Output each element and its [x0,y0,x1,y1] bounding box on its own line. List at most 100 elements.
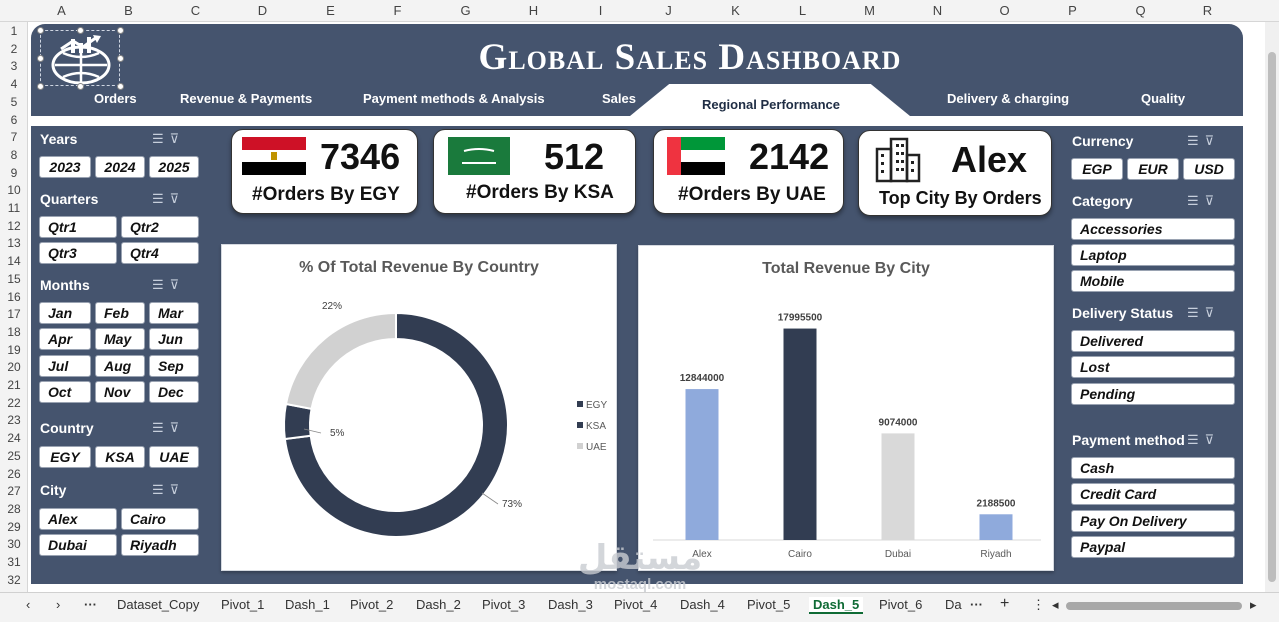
kpi-card-egy[interactable]: 7346 #Orders By EGY [231,129,418,214]
slicer-category-mobile[interactable]: Mobile [1071,270,1235,292]
slicer-delivery-lost[interactable]: Lost [1071,356,1235,378]
column-header[interactable]: A [57,3,66,18]
slicer-currency-egp[interactable]: EGP [1071,158,1123,180]
row-header[interactable]: 1 [10,24,18,38]
add-sheet-icon[interactable]: + [1000,595,1010,612]
row-header[interactable]: 24 [7,431,21,446]
slicer-category-laptop[interactable]: Laptop [1071,244,1235,266]
column-header[interactable]: R [1202,3,1213,18]
multiselect-filter-icons[interactable]: ☰⊽ [1187,432,1221,447]
slicer-month-jul[interactable]: Jul [39,354,91,377]
hscroll-right-icon[interactable]: ▸ [1250,597,1257,612]
slicer-delivery-delivered[interactable]: Delivered [1071,330,1235,352]
row-header[interactable]: 19 [7,342,21,357]
row-header[interactable]: 22 [7,395,21,410]
column-header[interactable]: K [731,3,740,18]
slicer-month-apr[interactable]: Apr [39,328,91,351]
multiselect-filter-icons[interactable]: ☰⊽ [152,277,186,292]
slicer-country-ksa[interactable]: KSA [95,446,145,468]
slicer-city-dubai[interactable]: Dubai [39,534,117,556]
nav-payment-methods[interactable]: Payment methods & Analysis [363,91,545,106]
nav-orders[interactable]: Orders [94,91,137,106]
more-sheets-icon[interactable]: ··· [84,597,97,612]
donut-slice-ksa[interactable] [283,402,313,441]
slicer-currency-eur[interactable]: EUR [1127,158,1179,180]
more-sheets-right-icon[interactable]: ··· [970,597,983,612]
bar-alex[interactable] [685,389,719,540]
row-header[interactable]: 11 [7,201,21,215]
row-header[interactable]: 20 [7,360,21,375]
multiselect-filter-icons[interactable]: ☰⊽ [152,191,186,206]
hscroll-left-icon[interactable]: ◂ [1052,597,1059,612]
slicer-country-uae[interactable]: UAE [149,446,199,468]
sheet-tab[interactable]: Dash_5 [809,597,864,614]
sheet-tab[interactable]: Dash_2 [416,597,461,612]
next-sheet-icon[interactable]: › [56,597,61,612]
row-header[interactable]: 10 [7,183,21,198]
row-header[interactable]: 5 [10,94,18,109]
column-header[interactable]: F [393,3,402,18]
column-header[interactable]: O [999,3,1010,18]
slicer-year-2024[interactable]: 2024 [95,156,145,178]
column-header[interactable]: L [798,3,807,18]
slicer-month-oct[interactable]: Oct [39,380,91,403]
nav-regional-performance[interactable]: Regional Performance [702,97,840,112]
slicer-city-riyadh[interactable]: Riyadh [121,534,199,556]
slicer-payment-credit-card[interactable]: Credit Card [1071,483,1235,505]
column-header[interactable]: G [460,3,471,18]
sheet-tab[interactable]: Pivot_2 [350,597,394,612]
prev-sheet-icon[interactable]: ‹ [26,597,31,612]
slicer-month-feb[interactable]: Feb [95,302,145,324]
slicer-category-accessories[interactable]: Accessories [1071,218,1235,240]
nav-quality[interactable]: Quality [1141,91,1186,106]
column-header[interactable]: N [932,3,943,18]
slicer-payment-pay-on-delivery[interactable]: Pay On Delivery [1071,510,1235,532]
slicer-delivery-pending[interactable]: Pending [1071,383,1235,405]
row-header[interactable]: 32 [7,572,21,587]
sheet-tab[interactable]: Dash_3 [548,597,593,612]
slicer-country-egy[interactable]: EGY [39,446,91,468]
column-header[interactable]: J [665,3,672,18]
row-header[interactable]: 3 [10,59,18,74]
vertical-scrollbar[interactable] [1265,22,1279,592]
row-header[interactable]: 31 [7,555,21,569]
row-header[interactable]: 13 [7,236,21,251]
sheet-tab[interactable]: Dash_4 [680,597,725,612]
slicer-city-alex[interactable]: Alex [39,508,117,530]
row-header[interactable]: 21 [7,378,21,392]
scroll-thumb[interactable] [1268,52,1276,582]
slicer-month-mar[interactable]: Mar [149,302,199,324]
multiselect-filter-icons[interactable]: ☰⊽ [152,131,186,146]
row-header[interactable]: 7 [10,130,18,145]
nav-sales[interactable]: Sales [602,91,636,106]
slicer-qtr2[interactable]: Qtr2 [121,216,199,238]
row-header[interactable]: 16 [7,289,21,304]
row-header[interactable]: 18 [7,324,21,339]
row-header[interactable]: 8 [10,147,18,162]
kpi-card-uae[interactable]: 2142 #Orders By UAE [653,129,844,214]
slicer-month-may[interactable]: May [95,328,145,351]
bar-cairo[interactable] [783,328,817,540]
slicer-month-dec[interactable]: Dec [149,380,199,403]
logo[interactable] [37,27,124,90]
multiselect-filter-icons[interactable]: ☰⊽ [1187,193,1221,208]
column-header[interactable]: E [326,3,335,18]
sheet-tab[interactable]: Pivot_6 [879,597,923,612]
slicer-qtr4[interactable]: Qtr4 [121,242,199,264]
slicer-payment-cash[interactable]: Cash [1071,457,1235,479]
row-header[interactable]: 28 [7,501,21,516]
multiselect-filter-icons[interactable]: ☰⊽ [152,482,186,497]
bar-dubai[interactable] [881,433,915,540]
row-header[interactable]: 27 [7,484,21,499]
column-header[interactable]: D [257,3,268,18]
sheet-tab[interactable]: Da [945,597,962,612]
sheet-tab[interactable]: Pivot_4 [614,597,658,612]
row-header[interactable]: 9 [10,165,18,180]
row-header[interactable]: 15 [7,271,21,286]
multiselect-filter-icons[interactable]: ☰⊽ [152,420,186,435]
sheet-tab[interactable]: Pivot_3 [482,597,526,612]
column-header[interactable]: P [1068,3,1077,18]
multiselect-filter-icons[interactable]: ☰⊽ [1187,133,1221,148]
bar-riyadh[interactable] [979,514,1013,540]
slicer-qtr3[interactable]: Qtr3 [39,242,117,264]
